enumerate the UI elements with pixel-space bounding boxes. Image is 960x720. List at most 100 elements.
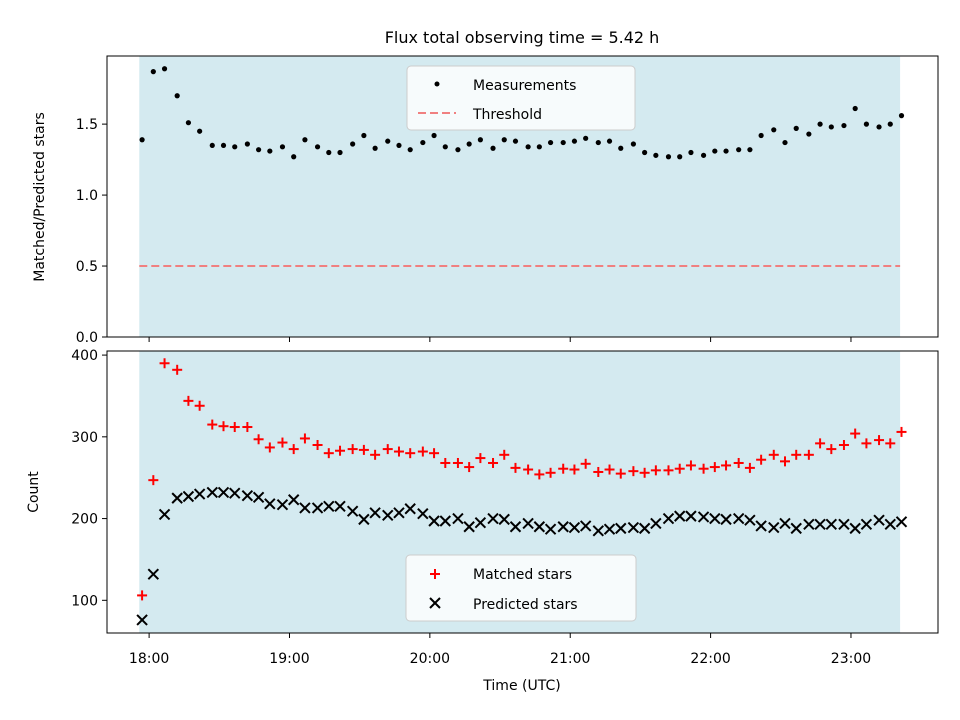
matched-star-point [277,437,288,448]
measurement-point [232,144,238,150]
top-legend-box [406,65,636,131]
bottom-y-tick-label: 300 [71,430,98,446]
predicted-star-point [720,513,732,526]
predicted-star-point [193,488,206,500]
predicted-star-point [825,518,838,530]
matched-star-point [569,464,580,475]
predicted-star-point [136,614,148,626]
top-legend: Measurements Threshold [406,65,636,131]
matched-stars-series [137,358,907,601]
legend-predicted-label: Predicted stars [473,597,578,613]
matched-star-point [172,364,183,375]
matched-star-point [229,422,240,433]
predicted-star-point [417,507,429,520]
matched-star-point [323,448,334,459]
measurement-point [466,141,472,147]
matched-star-point [159,358,170,369]
predicted-star-point [358,513,370,526]
x-tick-label: 23:00 [831,651,871,667]
bottom-axes-frame [106,350,939,634]
measurement-point [337,149,343,156]
predicted-star-point [206,486,218,499]
matched-star-point [545,467,556,478]
bottom-x-axis: 18:00 19:00 20:00 21:00 22:00 23:00 [129,633,871,667]
measurement-point [876,124,882,130]
measurement-point [174,93,180,99]
matched-star-point [242,422,253,433]
top-panel: 0.0 0.5 1.0 1.5 Matched/Predicted stars Mea… [32,55,939,346]
legend-threshold-label: Threshold [472,107,542,123]
matched-star-point [405,448,416,459]
measurement-point [758,132,764,139]
bottom-y-axis-label: Count [26,471,42,513]
measurement-point [407,147,413,153]
predicted-star-point [299,502,311,514]
matched-star-point [650,465,661,476]
matched-star-point [803,449,814,460]
predicted-star-point [709,512,721,525]
measurement-point [806,131,812,137]
predicted-star-point [509,521,522,533]
measurement-point [606,138,613,144]
measurement-point [420,139,426,146]
matched-star-point [499,449,510,460]
matched-star-point [768,449,779,460]
measurement-point [677,154,683,160]
predicted-stars-series [136,486,908,626]
predicted-star-point [568,521,581,534]
measurement-point [571,138,578,144]
bottom-y-axis: 100 200 300 400 [71,348,107,609]
measurement-point [279,144,286,150]
matched-star-point [253,434,264,445]
predicted-star-point [287,494,300,506]
matched-star-point [440,457,451,468]
matched-star-point [429,448,440,459]
matched-star-point [464,462,475,473]
matched-star-point [604,464,615,475]
matched-star-point [615,468,626,479]
matched-star-point [370,449,381,460]
measurement-point [477,137,483,143]
top-y-axis-label: Matched/Predicted stars [32,112,48,282]
predicted-star-point [229,487,241,499]
top-y-tick-label: 0.5 [76,259,98,275]
measurement-point [665,154,672,160]
predicted-star-point [557,521,569,533]
predicted-star-point [171,492,183,504]
legend-measurements-marker [434,81,440,87]
measurement-point [220,142,227,149]
predicted-star-point [838,518,850,530]
measurement-point [793,125,799,131]
measurement-point [700,152,707,158]
matched-star-point [183,395,194,406]
predicted-star-point [884,518,896,530]
matched-star-point [382,444,393,455]
measurement-point [618,145,624,151]
measurement-point [385,138,391,144]
measurement-point [723,148,729,154]
predicted-star-point [779,517,791,530]
matched-star-point [861,438,872,449]
matched-star-point [663,465,674,476]
predicted-star-point [790,522,802,535]
x-tick-label: 19:00 [269,651,309,667]
measurement-point [396,142,402,149]
matched-star-point [674,463,685,474]
measurement-point [653,152,659,158]
matched-star-point [288,444,299,455]
predicted-star-point [498,513,510,526]
legend-matched-marker [430,569,440,579]
predicted-star-point [768,521,780,534]
measurement-point [512,138,519,144]
predicted-star-point [873,514,885,526]
measurement-point [302,137,308,143]
measurement-point [630,141,636,147]
measurement-point [372,145,378,151]
top-y-tick-label: 0.0 [76,330,98,346]
predicted-star-point [393,507,405,519]
matched-star-point [335,445,346,456]
measurement-point [688,149,694,156]
matched-star-point [475,453,486,464]
predicted-star-point [849,522,861,535]
